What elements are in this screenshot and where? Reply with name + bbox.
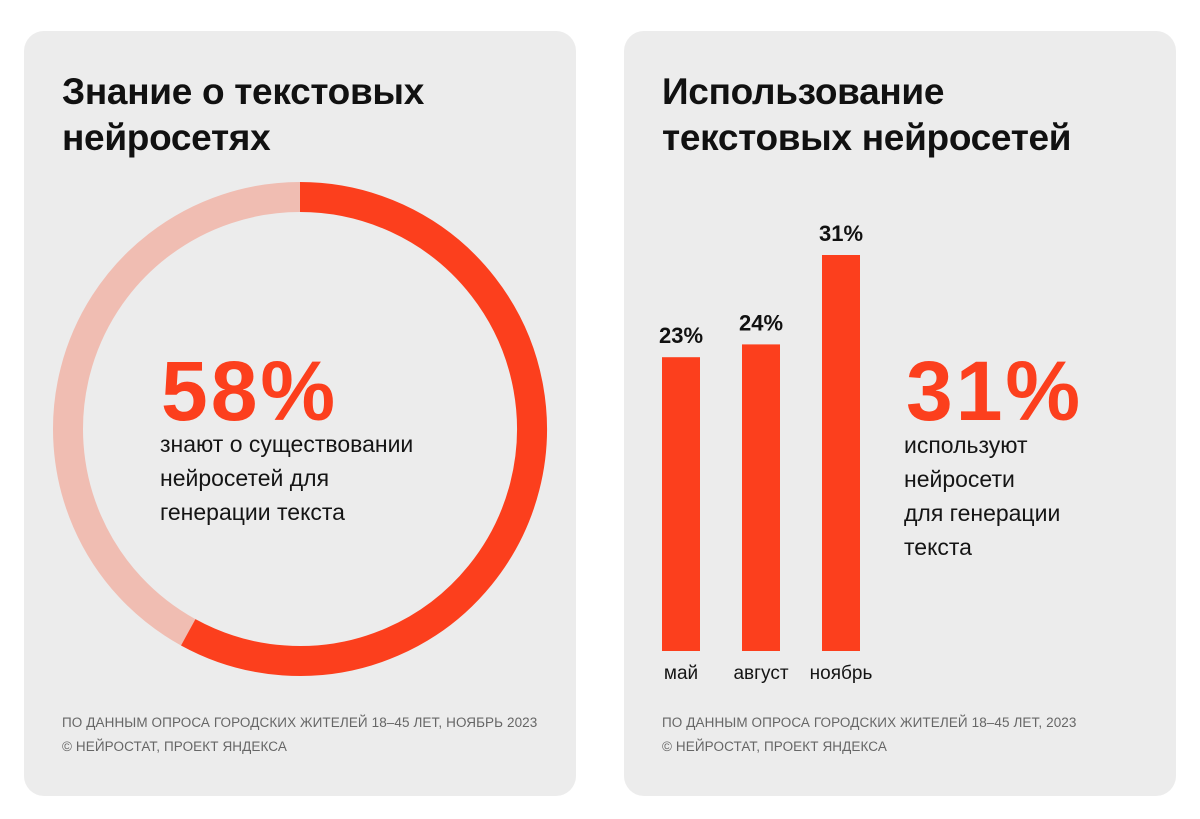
awareness-description: знают о существовании нейросетей для ген…: [160, 427, 413, 529]
awareness-footnote: ПО ДАННЫМ ОПРОСА ГОРОДСКИХ ЖИТЕЛЕЙ 18–45…: [62, 711, 537, 759]
usage-title-line-2: текстовых нейросетей: [662, 117, 1072, 158]
awareness-title: Знание о текстовых нейросетях: [62, 69, 424, 161]
awareness-donut-chart: [53, 182, 547, 676]
bar-value-label-november: 31%: [819, 221, 863, 246]
usage-bar-chart: 23% 24% 31% май август ноябрь: [659, 221, 873, 684]
usage-card: Использование текстовых нейросетей 23% 2…: [624, 31, 1176, 796]
usage-title: Использование текстовых нейросетей: [662, 69, 1072, 161]
donut-segment-rest: [53, 182, 301, 646]
awareness-desc-line-3: генерации текста: [160, 499, 345, 525]
bar-may: [662, 357, 700, 651]
awareness-footnote-line-1: ПО ДАННЫМ ОПРОСА ГОРОДСКИХ ЖИТЕЛЕЙ 18–45…: [62, 715, 538, 730]
awareness-desc-line-1: знают о существовании: [160, 431, 414, 457]
usage-title-line-1: Использование: [662, 71, 945, 112]
usage-desc-line-4: текста: [904, 534, 972, 560]
bar-category-label-november: ноябрь: [810, 663, 873, 684]
usage-description: используют нейросети для генерации текст…: [904, 428, 1060, 564]
usage-big-value: 31%: [906, 344, 1084, 438]
donut-segment-aware: [181, 182, 547, 676]
bar-value-label-august: 24%: [739, 310, 783, 335]
usage-footnote: ПО ДАННЫМ ОПРОСА ГОРОДСКИХ ЖИТЕЛЕЙ 18–45…: [662, 711, 1077, 759]
usage-desc-line-1: используют: [904, 432, 1028, 458]
awareness-title-line-1: Знание о текстовых: [62, 71, 424, 112]
usage-desc-line-2: нейросети: [904, 466, 1015, 492]
bar-category-label-may: май: [664, 663, 698, 684]
bar-august: [742, 344, 780, 651]
awareness-title-line-2: нейросетях: [62, 117, 271, 158]
awareness-card: Знание о текстовых нейросетях 58% знают …: [24, 31, 576, 796]
awareness-desc-line-2: нейросетей для: [160, 465, 330, 491]
usage-footnote-line-1: ПО ДАННЫМ ОПРОСА ГОРОДСКИХ ЖИТЕЛЕЙ 18–45…: [662, 715, 1077, 730]
bar-category-label-august: август: [733, 663, 788, 684]
usage-footnote-line-2: © НЕЙРОСТАТ, ПРОЕКТ ЯНДЕКСА: [662, 739, 887, 754]
awareness-footnote-line-2: © НЕЙРОСТАТ, ПРОЕКТ ЯНДЕКСА: [62, 739, 287, 754]
bar-november: [822, 255, 860, 651]
bar-value-label-may: 23%: [659, 323, 703, 348]
usage-desc-line-3: для генерации: [904, 500, 1061, 526]
awareness-big-value: 58%: [161, 344, 339, 438]
